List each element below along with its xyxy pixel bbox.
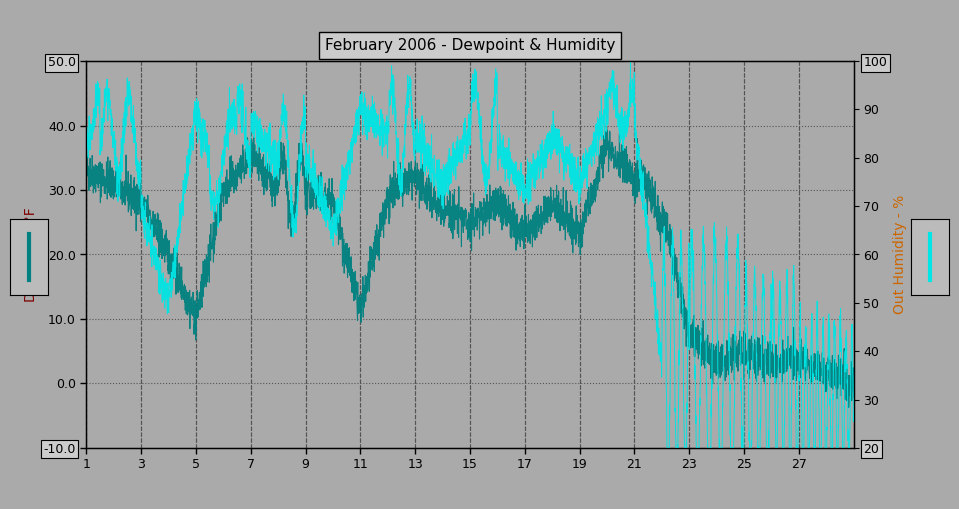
Y-axis label: Dewpoint - °F: Dewpoint - °F xyxy=(24,207,38,302)
Title: February 2006 - Dewpoint & Humidity: February 2006 - Dewpoint & Humidity xyxy=(325,38,615,53)
Y-axis label: Out Humidity - %: Out Humidity - % xyxy=(893,195,906,314)
